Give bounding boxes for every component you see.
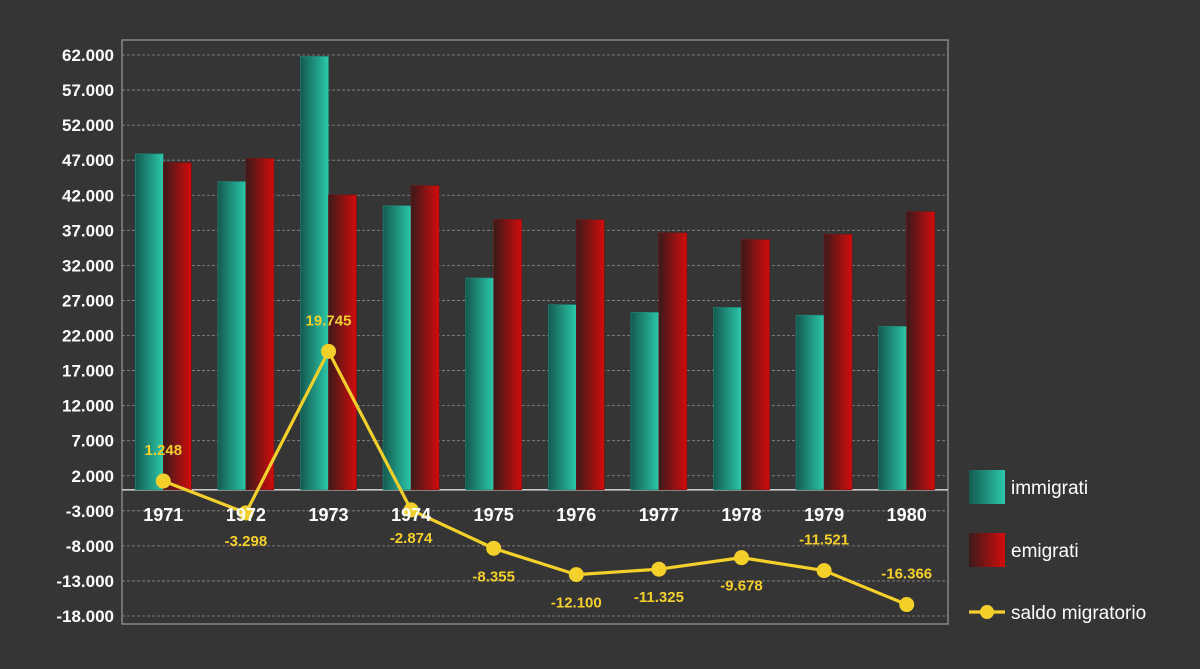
bar-immigrati — [465, 277, 495, 491]
saldo-point — [238, 505, 254, 521]
saldo-data-label: -11.325 — [634, 589, 684, 606]
y-tick-label: 57.000 — [62, 81, 114, 100]
line-series — [155, 343, 915, 613]
bar-emigrati — [741, 239, 770, 491]
saldo-point — [321, 343, 336, 359]
legend: immigrati emigrati saldo migratorio — [969, 470, 1146, 624]
bar-immigrati — [630, 312, 660, 491]
bar-immigrati — [382, 205, 412, 491]
labels: 1971 1972 1973 1974 1975 1976 1977 1978 1979 1980… — [143, 312, 932, 611]
saldo-point — [155, 473, 171, 489]
saldo-data-label: -8.355 — [472, 568, 515, 585]
bar-emigrati — [163, 162, 192, 491]
y-tick-label: 62.000 — [62, 46, 114, 65]
bar-emigrati — [823, 234, 853, 491]
bar-emigrati — [493, 219, 523, 491]
bar-immigrati — [547, 304, 577, 491]
y-tick-label: -3.000 — [66, 502, 114, 521]
y-tick-label: 47.000 — [62, 151, 114, 170]
saldo-data-label: 19.745 — [306, 312, 352, 329]
y-tick-label: -18.000 — [56, 607, 114, 626]
y-tick-label: 7.000 — [71, 432, 114, 451]
x-tick-label: 1972 — [226, 505, 266, 525]
bar-emigrati — [575, 219, 605, 491]
saldo-data-label: -9.678 — [720, 578, 763, 595]
x-tick-label: 1976 — [556, 505, 596, 525]
saldo-data-label: -2.874 — [390, 530, 433, 547]
y-tick-label: 32.000 — [62, 256, 114, 275]
saldo-point — [568, 567, 584, 583]
saldo-point — [899, 597, 915, 613]
bar-emigrati — [245, 158, 275, 491]
legend-label-emigrati: emigrati — [1011, 541, 1079, 562]
y-tick-label: -8.000 — [66, 537, 114, 556]
bar-emigrati — [410, 185, 440, 491]
legend-swatch-emigrati — [969, 533, 1005, 567]
legend-marker-saldo — [980, 605, 994, 619]
x-tick-label: 1975 — [474, 505, 514, 525]
saldo-point — [651, 561, 667, 577]
x-tick-label: 1980 — [887, 505, 927, 525]
x-tick-label: 1971 — [143, 505, 183, 525]
bar-immigrati — [300, 56, 329, 491]
bar-emigrati — [658, 232, 688, 491]
y-tick-label: 17.000 — [62, 362, 114, 381]
y-tick-label: -13.000 — [56, 572, 114, 591]
saldo-point — [816, 563, 832, 579]
saldo-data-label: -11.521 — [799, 532, 849, 549]
saldo-line — [162, 349, 908, 607]
saldo-data-label: -12.100 — [551, 595, 602, 612]
plot-frame — [121, 39, 949, 625]
y-tick-label: 2.000 — [71, 467, 114, 486]
y-tick-label: 27.000 — [62, 291, 114, 310]
saldo-point — [403, 502, 419, 518]
x-tick-label: 1977 — [639, 505, 679, 525]
bar-emigrati — [328, 194, 357, 491]
y-tick-label: 37.000 — [62, 221, 114, 240]
y-tick-label: 22.000 — [62, 327, 114, 346]
bar-immigrati — [878, 326, 908, 491]
y-tick-label: 42.000 — [62, 186, 114, 205]
x-tick-label: 1973 — [308, 505, 348, 525]
bar-series — [135, 56, 936, 491]
x-tick-label: 1979 — [804, 505, 844, 525]
bar-immigrati — [217, 181, 247, 491]
legend-label-saldo: saldo migratorio — [1011, 603, 1146, 624]
saldo-data-label: -3.298 — [225, 533, 268, 550]
saldo-data-label: 1.248 — [145, 442, 183, 459]
saldo-point — [734, 550, 749, 566]
x-tick-label: 1974 — [391, 505, 431, 525]
x-tick-label: 1978 — [721, 505, 761, 525]
legend-swatch-immigrati — [969, 470, 1005, 504]
bar-emigrati — [906, 211, 936, 491]
legend-label-immigrati: immigrati — [1011, 478, 1088, 499]
y-tick-label: 12.000 — [62, 397, 114, 416]
axes: 62.000 57.000 52.000 47.000 42.000 37.000 32.0… — [56, 39, 949, 626]
bar-immigrati — [795, 314, 825, 491]
saldo-point — [486, 540, 502, 556]
y-tick-label: 52.000 — [62, 116, 114, 135]
bar-immigrati — [135, 153, 164, 491]
saldo-data-label: -16.366 — [881, 566, 932, 583]
bar-immigrati — [713, 307, 742, 491]
